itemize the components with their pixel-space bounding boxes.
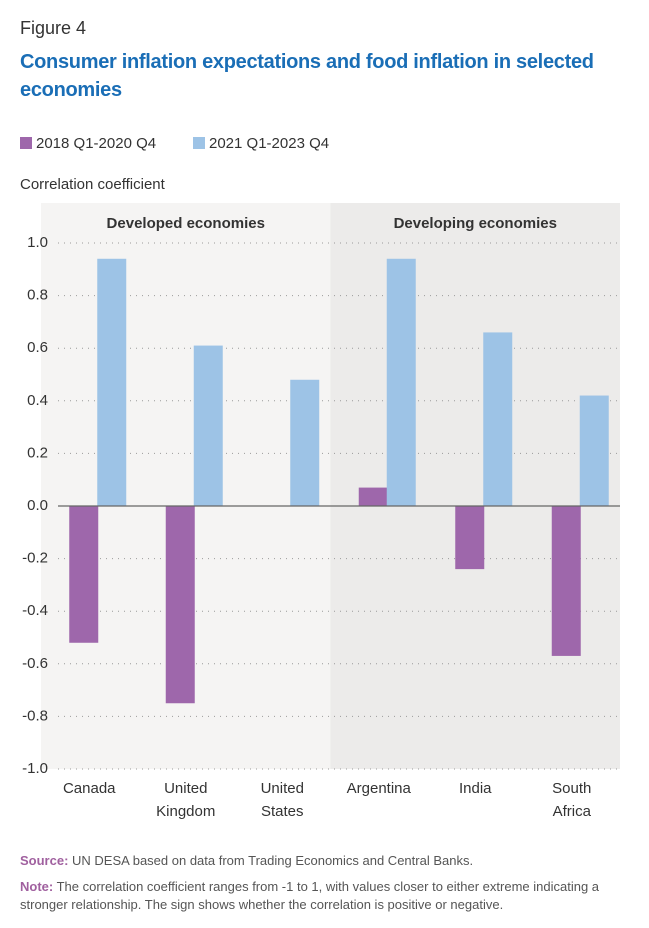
y-tick-label: 0.2 <box>27 444 48 461</box>
y-tick-label: -0.8 <box>22 707 48 724</box>
y-axis-title: Correlation coefficient <box>20 176 166 193</box>
legend-label: 2021 Q1-2023 Q4 <box>209 135 329 152</box>
source-text: UN DESA based on data from Trading Econo… <box>72 853 474 868</box>
y-tick-label: -1.0 <box>22 760 48 777</box>
y-tick-label: -0.2 <box>22 550 48 567</box>
bar <box>358 487 388 506</box>
x-tick-label: South Africa <box>552 780 591 820</box>
x-tick-label: United States <box>261 780 304 820</box>
bar <box>579 395 609 506</box>
legend-label: 2018 Q1-2020 Q4 <box>36 135 156 152</box>
y-tick-label: 0.0 <box>27 497 48 514</box>
y-tick-label: -0.4 <box>22 602 48 619</box>
legend-swatch <box>193 137 205 149</box>
bar <box>97 258 127 506</box>
bar <box>551 506 581 656</box>
x-tick-label: United Kingdom <box>156 780 215 820</box>
note: Note: The correlation coefficient ranges… <box>20 878 630 914</box>
note-label: Note: <box>20 879 54 894</box>
x-tick-label: Canada <box>63 780 116 797</box>
bar <box>483 332 513 506</box>
y-tick-label: 0.8 <box>27 287 48 304</box>
bar <box>165 506 195 704</box>
chart-title: Consumer inflation expectations and food… <box>20 51 594 101</box>
group-label: Developed economies <box>107 215 265 232</box>
y-tick-label: 0.6 <box>27 339 48 356</box>
bar <box>193 345 223 506</box>
bar <box>69 506 99 643</box>
bar <box>386 258 416 506</box>
group-panel <box>330 203 620 769</box>
figure-label: Figure 4 <box>20 18 87 38</box>
y-tick-label: 0.4 <box>27 392 48 409</box>
bar <box>290 379 320 506</box>
y-tick-label: -0.6 <box>22 655 48 672</box>
source-label: Source: <box>20 853 69 868</box>
x-tick-label: India <box>459 780 492 797</box>
group-label: Developing economies <box>394 215 557 232</box>
source: Source: UN DESA based on data from Tradi… <box>20 852 630 870</box>
note-text: The correlation coefficient ranges from … <box>20 879 600 912</box>
x-tick-label: Argentina <box>347 780 412 797</box>
legend-swatch <box>20 137 32 149</box>
y-tick-label: 1.0 <box>27 234 48 251</box>
bar <box>455 506 485 570</box>
